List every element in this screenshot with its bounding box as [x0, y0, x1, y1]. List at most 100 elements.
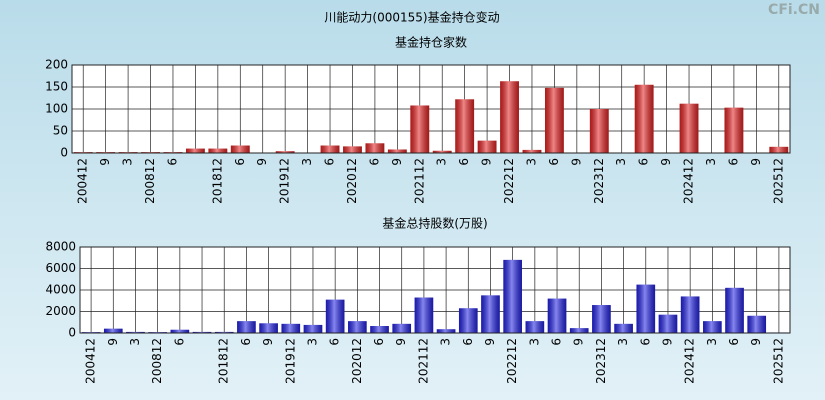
bar-shine [525, 321, 545, 333]
bar-shine [392, 323, 412, 333]
x-tick-label: 202112 [412, 158, 426, 204]
bar-shine [281, 323, 301, 333]
x-tick-label: 3 [524, 158, 538, 166]
x-tick-label: 200412 [84, 338, 98, 384]
x-tick-label: 6 [457, 158, 471, 166]
x-tick-label: 3 [616, 338, 630, 346]
y-tick-label: 0 [68, 326, 76, 340]
bar-shine [679, 103, 699, 153]
x-tick-label: 6 [239, 338, 253, 346]
x-tick-label: 202512 [771, 158, 785, 204]
bar-shine [370, 326, 389, 333]
x-tick-label: 6 [550, 338, 564, 346]
bar-shine [365, 143, 385, 153]
x-tick-label: 9 [569, 158, 583, 166]
bar-shine [522, 149, 542, 153]
bar-shine [500, 81, 519, 153]
bar-shine [170, 329, 190, 333]
x-tick-label: 9 [390, 158, 404, 166]
x-tick-label: 9 [106, 338, 120, 346]
bar-shine [325, 299, 345, 333]
bar-shine [481, 295, 500, 333]
x-tick-label: 202012 [345, 158, 359, 204]
x-tick-label: 9 [572, 338, 586, 346]
bar-shine [455, 99, 475, 153]
bar-shine [237, 321, 256, 333]
bar-shine [230, 145, 250, 153]
x-tick-label: 202412 [683, 338, 697, 384]
y-tick-label: 6000 [45, 261, 76, 275]
x-tick-label: 3 [300, 158, 314, 166]
bar-shine [589, 109, 609, 153]
bar-shine [414, 297, 434, 333]
x-tick-label: 6 [172, 338, 186, 346]
x-tick-label: 9 [98, 158, 112, 166]
bar-shine [303, 324, 323, 333]
x-tick-label: 201812 [210, 158, 224, 204]
bar-shine [192, 331, 212, 333]
bar-shine [458, 308, 478, 333]
y-tick-label: 4000 [45, 283, 76, 297]
x-tick-label: 3 [704, 158, 718, 166]
bar-shine [275, 151, 295, 153]
bar-shine [636, 284, 656, 333]
bar-shine [769, 146, 789, 153]
bar-shine [343, 146, 362, 153]
x-tick-label: 201812 [217, 338, 231, 384]
x-tick-label: 6 [637, 158, 651, 166]
x-tick-label: 3 [614, 158, 628, 166]
x-tick-label: 9 [394, 338, 408, 346]
bar-shine [747, 315, 767, 333]
x-tick-label: 6 [323, 158, 337, 166]
x-tick-label: 6 [727, 338, 741, 346]
y-tick-label: 100 [45, 102, 68, 116]
x-tick-label: 202412 [682, 158, 696, 204]
x-tick-label: 202312 [594, 338, 608, 384]
bar-shine [544, 87, 564, 153]
plot-border [79, 246, 791, 334]
x-tick-label: 6 [165, 158, 179, 166]
bar-shine [477, 140, 497, 153]
x-tick-label: 200812 [143, 158, 157, 204]
bar-shine [103, 328, 123, 333]
x-tick-label: 6 [328, 338, 342, 346]
bar-shine [126, 331, 145, 333]
bar-shine [592, 305, 611, 333]
bar-shine [410, 105, 430, 153]
y-tick-label: 200 [45, 58, 68, 72]
bar-shine [436, 329, 456, 333]
bar-shine [208, 148, 228, 153]
x-tick-label: 202012 [350, 338, 364, 384]
x-tick-label: 201912 [283, 338, 297, 384]
bar-shine [185, 148, 205, 153]
x-tick-label: 6 [638, 338, 652, 346]
x-tick-label: 200812 [150, 338, 164, 384]
bar-shine [724, 107, 744, 153]
chart-title: 基金总持股数(万股) [382, 216, 487, 231]
x-tick-label: 6 [547, 158, 561, 166]
y-tick-label: 150 [45, 80, 68, 94]
y-tick-label: 8000 [45, 240, 76, 254]
bar-shine [214, 331, 234, 333]
x-tick-label: 3 [128, 338, 142, 346]
x-tick-label: 3 [705, 338, 719, 346]
watermark: CFi.CN [768, 2, 820, 18]
x-tick-label: 3 [305, 338, 319, 346]
bar-shine [614, 323, 633, 333]
x-tick-label: 9 [660, 338, 674, 346]
bar-shine [634, 84, 654, 153]
bar-shine [547, 298, 567, 333]
x-tick-label: 9 [480, 158, 494, 166]
x-tick-label: 202212 [502, 158, 516, 204]
bar-shine [432, 150, 452, 153]
x-tick-label: 202112 [416, 338, 430, 384]
x-tick-label: 3 [435, 158, 449, 166]
x-tick-label: 6 [726, 158, 740, 166]
bar-shine [503, 259, 522, 333]
x-tick-label: 202512 [771, 338, 785, 384]
bar-shine [680, 296, 700, 333]
page-title: 川能动力(000155)基金持仓变动 [324, 10, 499, 25]
y-tick-label: 50 [53, 124, 68, 138]
bar-shine [348, 321, 367, 333]
